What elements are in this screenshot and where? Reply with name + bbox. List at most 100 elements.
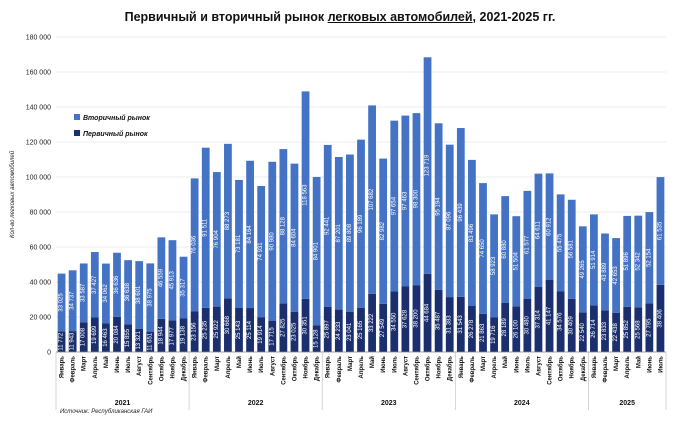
bar-secondary [257,186,266,318]
data-label-secondary: 34 737 [70,291,76,310]
data-label-secondary: 98 300 [413,189,419,208]
bar-primary [157,318,166,352]
bar-primary [246,308,254,352]
data-label-secondary: 52 154 [646,248,652,267]
data-label-secondary: 46 559 [158,268,164,287]
bar-secondary [468,159,476,307]
x-tick-label: Март [215,356,221,371]
data-label-secondary: 76 036 [192,235,198,254]
bar-secondary [490,214,498,318]
bar-secondary [501,196,510,303]
bar-secondary [346,154,354,312]
bar-primary [479,313,487,352]
x-tick-label: Апрель [625,356,631,379]
chart-title-underlined: легковых автомобилей [327,10,473,24]
bar-primary [468,306,476,352]
bar-secondary [168,240,177,321]
bar-secondary [268,161,277,321]
x-tick-label: Октябрь [291,356,298,381]
chart-title: Первичный и вторичный рынок легковых авт… [0,10,680,24]
data-label-secondary: 37 427 [92,275,98,294]
data-label-secondary: 84 164 [247,225,253,244]
y-tick-label: 80 000 [30,210,52,217]
data-label-secondary: 61 535 [657,221,663,240]
x-tick-label: Июнь [248,356,254,373]
x-tick-label: Март [348,356,354,371]
data-label-secondary: 38 975 [147,288,153,307]
bar-primary [146,331,155,352]
x-tick-label: Октябрь [558,356,565,381]
data-label-primary: 11 772 [59,332,65,351]
bar-secondary [90,252,99,318]
x-tick-label: Сентябрь [147,356,154,385]
x-tick-label: Март [614,356,620,371]
data-label-primary: 26 278 [469,319,475,338]
bar-primary [501,302,510,352]
data-label-primary: 25 852 [624,320,630,339]
data-label-primary: 20 084 [114,325,120,344]
data-label-secondary: 35 317 [181,278,187,297]
x-tick-label: Январь [592,356,598,379]
bar-secondary [57,273,66,332]
x-tick-label: Май [635,356,642,368]
bar-primary [634,307,643,352]
bar-secondary [68,270,77,332]
chart-title-prefix: Первичный и вторичный рынок [124,10,328,24]
data-label-primary: 30 409 [569,316,575,335]
bar-secondary [301,91,310,299]
data-label-primary: 27 795 [646,318,652,337]
bar-primary [201,307,210,352]
x-tick-label: Сентябрь [280,356,287,385]
bar-secondary [423,57,432,274]
x-tick-label: Июнь [514,356,520,373]
data-label-secondary: 84 604 [291,228,297,247]
data-label-primary: 34 550 [391,312,397,331]
data-label-secondary: 88 128 [280,216,286,235]
data-label-primary: 18 944 [158,326,164,345]
bar-primary [57,331,66,352]
data-label-secondary: 92 441 [325,216,331,235]
x-tick-label: Ноябрь [303,356,310,379]
bar-secondary [412,113,421,286]
data-label-primary: 26 714 [591,319,597,338]
x-tick-label: Январь [193,356,199,379]
bar-primary [401,286,410,352]
bar-secondary [379,158,388,304]
data-label-primary: 37 628 [402,309,408,328]
x-tick-label: Октябрь [158,356,165,381]
bar-primary [490,317,498,352]
bar-secondary [124,260,132,325]
data-label-primary: 23 025 [291,322,297,341]
data-label-primary: 19 914 [258,325,264,344]
bar-primary [590,305,598,352]
data-label-secondary: 34 062 [103,284,109,303]
chart-title-suffix: , 2021-2025 гг. [472,10,556,24]
x-tick-label: Май [502,356,509,368]
x-tick-label: Январь [60,356,66,379]
bar-primary [357,307,365,352]
data-label-secondary: 123 719 [425,154,431,176]
data-label-secondary: 96 189 [358,214,364,233]
legend-swatch-secondary [74,114,80,120]
year-label: 2025 [619,400,635,407]
bar-secondary [279,149,288,304]
y-axis-label: Кол-во легковых автомобилей [9,150,16,238]
data-label-primary: 22 540 [580,322,586,341]
bar-primary [645,303,654,352]
bar-secondary [612,238,620,313]
bar-secondary [656,177,665,285]
x-tick-label: Июль [259,356,265,373]
bar-secondary [556,194,565,292]
data-label-secondary: 89 808 [347,223,353,242]
bar-primary [567,298,576,352]
bar-secondary [567,199,576,299]
x-tick-label: Август [403,356,409,376]
data-label-primary: 25 114 [247,320,253,339]
y-tick-label: 0 [47,350,51,357]
bar-primary [346,311,354,352]
x-tick-label: Март [82,356,88,371]
y-tick-label: 20 000 [30,315,52,322]
data-label-primary: 19 138 [181,325,187,344]
data-label-primary: 15 128 [314,329,320,348]
